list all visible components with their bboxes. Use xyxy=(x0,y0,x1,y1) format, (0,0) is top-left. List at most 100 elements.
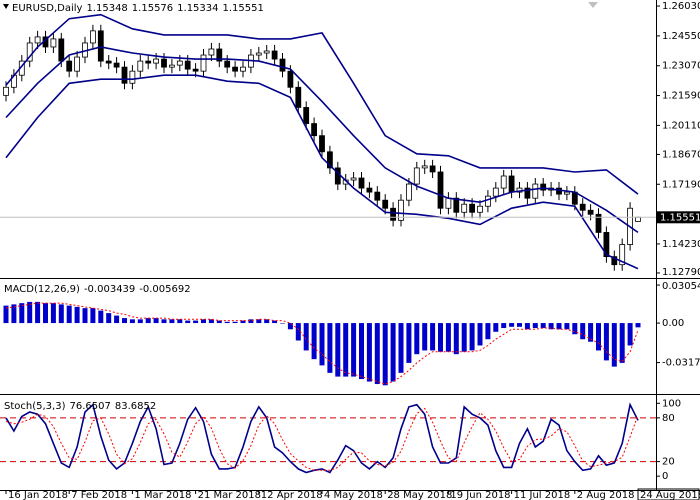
x-tick-label: 24 Aug 2018 xyxy=(640,490,700,500)
macd-bar xyxy=(414,323,420,355)
candle-body xyxy=(34,36,41,44)
y-tick-label: -0.031754 xyxy=(662,358,700,369)
y-tick-label: 1.14230 xyxy=(662,239,700,250)
macd-bar xyxy=(11,304,17,324)
candle-body xyxy=(453,197,460,213)
macd-bar xyxy=(264,319,270,324)
signal-value: -0.005692 xyxy=(139,284,190,295)
macd-bar xyxy=(35,301,41,324)
symbol-icon xyxy=(3,4,9,9)
candle-body xyxy=(611,256,618,266)
candle-body xyxy=(287,70,294,88)
candle-body xyxy=(390,207,397,221)
y-tick-label: 1.21590 xyxy=(662,91,700,102)
macd-bar xyxy=(145,318,151,324)
macd-bar xyxy=(588,323,594,342)
y-tick-label: 1.17190 xyxy=(662,179,700,190)
macd-bar xyxy=(153,318,159,324)
candle-body xyxy=(271,50,278,60)
macd-bar xyxy=(303,323,309,351)
low-value: 1.15334 xyxy=(177,3,218,14)
macd-bar xyxy=(319,323,325,366)
bollinger-band xyxy=(5,74,639,270)
macd-bar xyxy=(406,323,412,363)
macd-bar xyxy=(66,305,72,324)
macd-bar xyxy=(351,323,357,377)
candle-body xyxy=(508,175,515,193)
candle-body xyxy=(176,60,183,66)
macd-bar xyxy=(509,323,515,327)
macd-bar xyxy=(485,323,491,340)
macd-bar xyxy=(3,305,9,324)
macd-bar xyxy=(193,320,199,324)
main-header: EURUSD,Daily 1.15348 1.15576 1.15334 1.15551 xyxy=(12,3,264,14)
stoch-signal-value: 83.6852 xyxy=(115,401,156,412)
candle-body xyxy=(90,30,96,44)
macd-bar xyxy=(280,323,285,324)
candle-body xyxy=(105,60,112,64)
y-tick-label: 1.18670 xyxy=(662,149,700,160)
candle-body xyxy=(74,56,80,72)
y-tick-label: 1.23070 xyxy=(662,61,700,72)
macd-bar xyxy=(445,323,451,352)
last-price-tag xyxy=(657,211,700,224)
macd-bar xyxy=(185,320,191,324)
candle-body xyxy=(121,66,128,84)
chart-shift-marker xyxy=(588,2,598,8)
symbol-title: EURUSD,Daily xyxy=(12,3,83,14)
macd-bar xyxy=(106,313,112,324)
candle-body xyxy=(129,70,136,84)
macd-bar xyxy=(398,323,404,373)
candle-body xyxy=(263,50,270,54)
stoch-main-value: 76.6507 xyxy=(69,401,110,412)
macd-bar xyxy=(177,319,183,324)
macd-bar xyxy=(256,319,262,324)
bollinger-band xyxy=(5,46,639,234)
macd-bar xyxy=(58,304,64,324)
macd-bar xyxy=(493,323,499,332)
macd-bar xyxy=(335,323,341,377)
candle-body xyxy=(66,60,73,72)
x-tick-label: 1 Mar 2018 xyxy=(134,490,191,500)
y-tick-label: 1.24550 xyxy=(662,31,700,42)
candle-body xyxy=(492,187,499,197)
macd-bar xyxy=(477,323,483,346)
candle-body xyxy=(50,38,57,48)
candle-body xyxy=(398,199,404,221)
x-tick-label: 21 Mar 2018 xyxy=(198,490,261,500)
candle-body xyxy=(168,64,175,68)
y-tick-label: 100 xyxy=(662,398,681,409)
candle-body xyxy=(113,62,120,68)
macd-bar xyxy=(611,323,617,367)
macd-bar xyxy=(627,323,633,346)
candle-body xyxy=(366,187,373,193)
candle-body xyxy=(97,30,104,62)
candle-body xyxy=(208,48,215,56)
macd-bar xyxy=(50,303,56,324)
candle-body xyxy=(319,135,325,153)
macd-bar xyxy=(287,323,293,330)
macd-bar xyxy=(524,323,530,330)
macd-bar xyxy=(382,323,388,386)
candle-body xyxy=(311,123,318,137)
candle-body xyxy=(192,68,199,72)
candle-body xyxy=(461,203,468,213)
macd-bar xyxy=(129,319,135,324)
macd-bar xyxy=(603,323,609,361)
candle-body xyxy=(303,107,310,124)
macd-bar xyxy=(43,303,48,324)
candle-body xyxy=(184,60,191,70)
macd-bar xyxy=(635,323,641,328)
candle-body xyxy=(469,203,476,213)
macd-bar xyxy=(27,301,33,324)
y-tick-label: 20 xyxy=(662,457,675,468)
macd-bar xyxy=(114,315,120,324)
candle-body xyxy=(635,216,641,222)
candle-body xyxy=(137,60,144,72)
macd-bar xyxy=(532,323,538,329)
macd-bar xyxy=(438,323,443,352)
macd-bar xyxy=(201,319,206,324)
macd-bar xyxy=(343,323,349,377)
macd-bar xyxy=(390,323,396,382)
